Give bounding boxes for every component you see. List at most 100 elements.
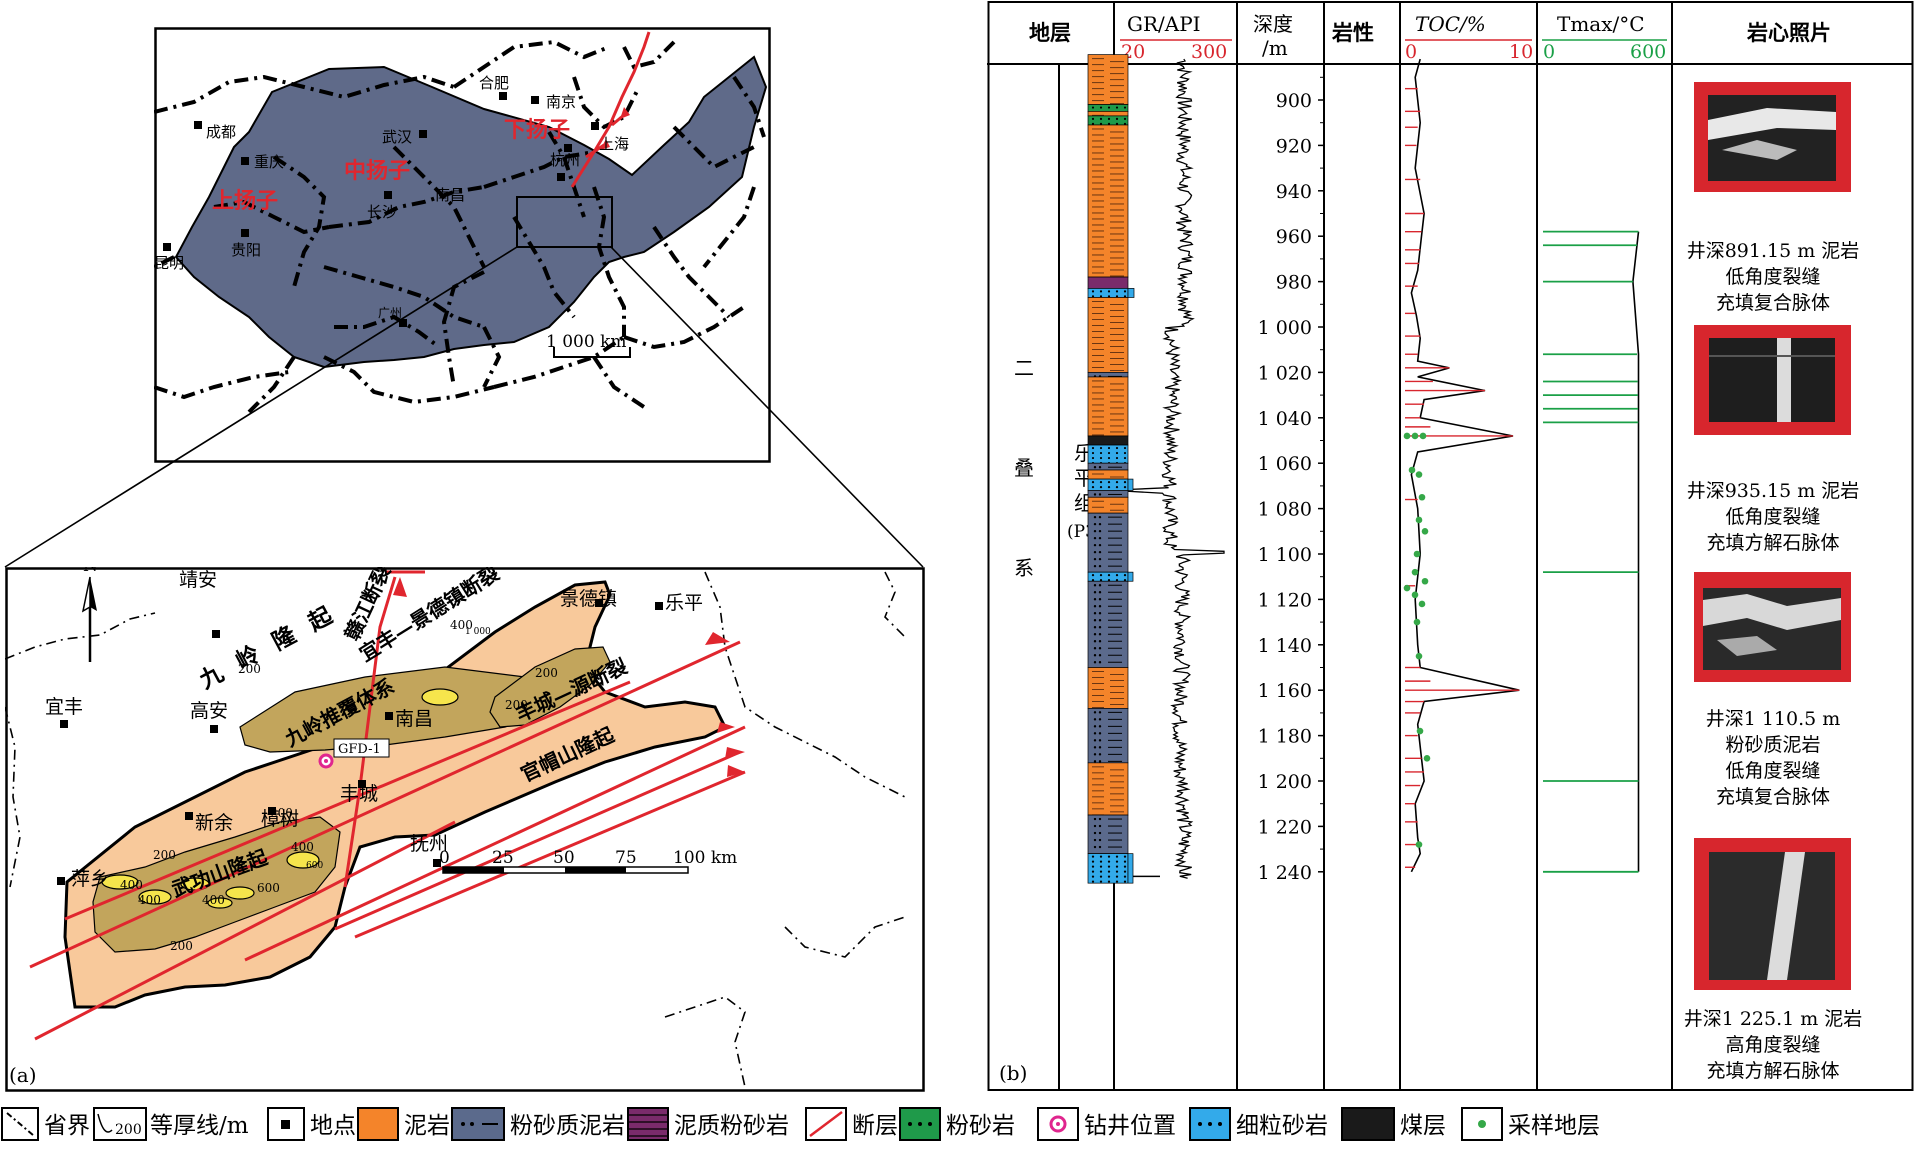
- legend-mudstone-icon: [357, 1107, 399, 1141]
- svg-text:200: 200: [170, 939, 193, 953]
- north-arrow: N: [81, 567, 98, 662]
- depth-label: 1 240: [1258, 862, 1312, 884]
- system-char-1: 二: [1014, 356, 1034, 380]
- china-index-map: 成都 重庆 昆明 贵阳 武汉 长沙 南昌 合肥 南京 杭州 上海 广州 上扬子 …: [154, 27, 771, 463]
- depth-label: 1 060: [1258, 453, 1312, 475]
- legend-isopach-icon: [93, 1107, 147, 1141]
- legend-fine-sandstone-label: 细粒砂岩: [1236, 1113, 1328, 1139]
- place-pingxiang: 萍乡: [71, 868, 109, 890]
- city-chongqing: 重庆: [254, 153, 284, 171]
- sample-dot: [1421, 528, 1429, 535]
- place-leping: 乐平: [665, 592, 703, 614]
- svg-text:200: 200: [153, 848, 176, 862]
- yangtze-basin-area: [174, 55, 768, 369]
- core-photo-3: [1694, 572, 1851, 682]
- svg-text:600: 600: [306, 861, 323, 871]
- place-yifeng: 宜丰: [45, 696, 83, 718]
- sample-dot: [1403, 432, 1411, 440]
- lith-bed: [1087, 469, 1129, 480]
- city-nanchang: 南昌: [435, 186, 465, 204]
- legend-isopach-sample: 200: [115, 1122, 142, 1138]
- legend-fault-label: 断层: [852, 1113, 898, 1139]
- place-gaoan: 高安: [190, 700, 228, 722]
- well-label: GFD-1: [338, 742, 381, 757]
- tmax-min: 0: [1543, 41, 1555, 63]
- fault-yifeng: [64, 680, 631, 921]
- study-area-map: 200 200 200 200 200 200 400 400 400 400 …: [5, 567, 925, 1092]
- caption-3-line-2: 粉砂质泥岩: [1725, 734, 1820, 756]
- core-photo-1: [1694, 82, 1851, 192]
- lith-bed: [1087, 276, 1129, 289]
- sample-dot: [1415, 652, 1423, 660]
- sample-dot: [1411, 591, 1419, 599]
- gr-max: 300: [1191, 41, 1227, 63]
- caption-4-line-2: 高角度裂缝: [1725, 1034, 1820, 1056]
- caption-1-line-2: 低角度裂缝: [1725, 266, 1820, 288]
- well-gfd1: GFD-1: [318, 738, 390, 769]
- city-nanjing: 南京: [546, 93, 576, 111]
- province-boundaries: [154, 39, 766, 414]
- depth-label: 1 200: [1258, 771, 1312, 793]
- scale-bar-a: 1 000 km: [546, 332, 631, 358]
- legend-sample-label: 采样地层: [1508, 1113, 1600, 1139]
- header-core-photo: 岩心照片: [1746, 20, 1831, 45]
- legend: 省界 200 等厚线/m 地点 泥岩 粉砂质泥岩 泥质粉砂岩 断层 粉砂岩 钻井…: [1, 1107, 1600, 1141]
- legend-province-label: 省界: [44, 1113, 90, 1139]
- svg-text:400: 400: [202, 893, 225, 907]
- depth-label: 920: [1276, 135, 1312, 157]
- svg-text:400: 400: [120, 878, 143, 892]
- city-kunming: 昆明: [154, 254, 184, 272]
- depth-label: 1 220: [1258, 816, 1312, 838]
- svg-text:100 km: 100 km: [673, 848, 737, 868]
- legend-location-label: 地点: [310, 1113, 356, 1139]
- depth-axis: 900 920 940 960 980 1 000 1 020 1 040 1 060 1 080…: [1258, 76, 1324, 884]
- scale-ticks-b: 0 25 50 75 100 km: [439, 848, 737, 868]
- lith-bed: [1087, 478, 1129, 491]
- system-char-2: 叠: [1014, 456, 1034, 480]
- toc-max: 10: [1509, 41, 1533, 63]
- header-depth-b: /m: [1262, 36, 1288, 60]
- lith-bed: [1087, 512, 1129, 573]
- depth-label: 1 100: [1258, 544, 1312, 566]
- tmax-curve-group: [1543, 230, 1640, 873]
- sample-dot: [1411, 432, 1419, 440]
- depth-label: 1 180: [1258, 726, 1312, 748]
- isopach-400-patches: [101, 688, 459, 909]
- caption-2-line-2: 低角度裂缝: [1725, 506, 1820, 528]
- header-gr: GR/API: [1127, 12, 1201, 36]
- depth-label: 1 160: [1258, 680, 1312, 702]
- depth-label: 900: [1276, 90, 1312, 112]
- sample-dot: [1411, 568, 1419, 576]
- svg-text:0: 0: [439, 848, 450, 868]
- legend-muddy-siltstone-label: 泥质粉砂岩: [674, 1113, 789, 1139]
- panel-b-label: (b): [999, 1061, 1027, 1085]
- sample-dot: [1413, 550, 1421, 558]
- core-photo-4: [1694, 838, 1851, 990]
- fault-fengcheng-1: [334, 750, 741, 931]
- core-photo-2: [1694, 325, 1851, 435]
- depth-label: 980: [1276, 272, 1312, 294]
- isopach-200-west: [92, 816, 341, 953]
- svg-text:400: 400: [450, 618, 473, 632]
- place-fengcheng: 丰城: [340, 783, 378, 805]
- fault-wugong: [34, 820, 456, 1041]
- region-middle-yangtze: 中扬子: [344, 158, 410, 184]
- svg-text:400: 400: [291, 840, 314, 854]
- lith-bed: [1087, 667, 1129, 709]
- caption-2-line-1: 井深935.15 m 泥岩: [1687, 480, 1860, 502]
- caption-1-line-3: 充填复合脉体: [1716, 292, 1830, 314]
- caption-4-line-3: 充填方解石脉体: [1706, 1060, 1839, 1082]
- lith-bed: [1087, 496, 1129, 514]
- depth-label: 960: [1276, 226, 1312, 248]
- sample-dot: [1415, 841, 1423, 848]
- legend-siltstone-label: 粉砂岩: [946, 1113, 1015, 1139]
- svg-text:1 000: 1 000: [465, 627, 491, 637]
- caption-1-line-1: 井深891.15 m 泥岩: [1687, 240, 1860, 262]
- place-xinyu: 新余: [195, 812, 233, 834]
- depth-label: 1 000: [1258, 317, 1312, 339]
- place-zhangshu: 樟树: [261, 808, 299, 830]
- header-lithology: 岩性: [1331, 20, 1374, 45]
- study-area-box: [516, 196, 613, 248]
- header-toc: TOC/%: [1415, 12, 1486, 36]
